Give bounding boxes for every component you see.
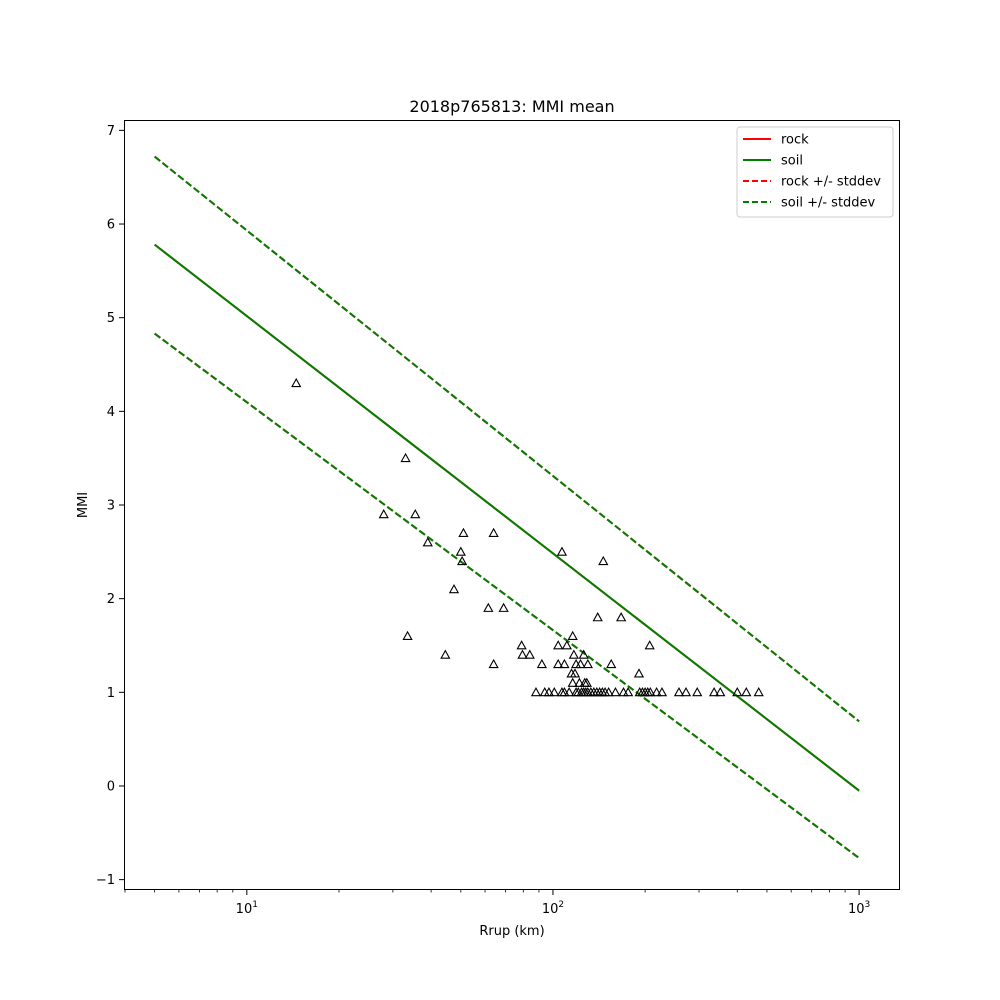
data-point-41 — [581, 677, 592, 687]
data-point-45 — [549, 686, 560, 697]
data-point-62 — [610, 686, 621, 697]
y-tick-label-7: 6 — [107, 218, 115, 233]
y-tick-label-5: 4 — [107, 405, 115, 420]
y-tick-label-3: 2 — [107, 592, 115, 607]
data-point-15 — [516, 640, 527, 650]
chart-title: 2018p765813: MMI mean — [409, 97, 614, 116]
data-point-11 — [498, 602, 509, 612]
data-point-23 — [567, 630, 578, 641]
data-point-71 — [656, 686, 668, 697]
data-point-12 — [402, 630, 413, 641]
data-point-20 — [598, 555, 609, 566]
data-point-25 — [561, 640, 572, 650]
data-point-75 — [708, 686, 720, 697]
data-point-74 — [692, 686, 703, 697]
data-point-4 — [422, 537, 433, 547]
data-point-39 — [574, 677, 585, 687]
data-point-22 — [616, 612, 627, 622]
data-point-10 — [483, 602, 494, 612]
data-point-19 — [556, 546, 568, 556]
data-point-7 — [456, 555, 468, 566]
data-point-79 — [753, 686, 764, 697]
data-point-2 — [378, 509, 389, 519]
x-tick-label-0: 101 — [236, 900, 258, 917]
data-point-29 — [553, 658, 564, 669]
data-point-32 — [575, 658, 586, 669]
data-point-36 — [569, 668, 581, 678]
data-point-37 — [633, 668, 645, 678]
data-point-6 — [455, 546, 466, 556]
series-line-1 — [154, 243, 860, 792]
data-point-38 — [567, 677, 578, 687]
data-point-18 — [536, 658, 548, 669]
data-point-21 — [592, 612, 603, 622]
series-layer — [154, 155, 860, 859]
y-tick-label-0: −1 — [96, 873, 115, 888]
legend: rock soil rock +/- stddev soil +/- stddev — [736, 126, 894, 218]
legend-label-0: rock — [781, 133, 809, 148]
data-point-70 — [651, 686, 662, 697]
data-point-73 — [680, 686, 692, 697]
series-line-4 — [154, 155, 860, 723]
legend-box — [736, 126, 894, 218]
legend-label-1: soil — [781, 154, 803, 169]
y-tick-label-8: 7 — [107, 124, 115, 139]
data-point-69 — [645, 686, 656, 697]
data-point-44 — [543, 686, 555, 697]
data-point-14 — [488, 658, 499, 669]
y-tick-label-1: 0 — [107, 779, 115, 794]
series-line-5 — [154, 332, 860, 859]
data-point-61 — [603, 686, 614, 697]
data-point-34 — [606, 658, 617, 669]
y-axis-label: MMI — [76, 492, 91, 518]
data-point-72 — [673, 686, 685, 697]
data-point-27 — [568, 649, 579, 659]
data-point-8 — [488, 527, 499, 538]
observation-points — [291, 377, 764, 697]
data-point-24 — [553, 640, 564, 650]
data-point-42 — [530, 686, 542, 697]
data-point-1 — [400, 452, 411, 463]
data-point-26 — [644, 640, 655, 650]
data-point-13 — [440, 649, 451, 659]
x-axis-label: Rrup (km) — [479, 924, 544, 939]
data-point-78 — [741, 686, 752, 697]
y-tick-label-6: 5 — [107, 311, 115, 326]
x-tick-label-1: 102 — [542, 900, 564, 917]
data-point-64 — [622, 686, 634, 697]
legend-label-3: soil +/- stddev — [781, 196, 876, 211]
data-point-48 — [564, 686, 575, 697]
y-tick-label-4: 3 — [107, 499, 115, 514]
data-point-17 — [524, 649, 535, 659]
data-point-33 — [582, 658, 593, 669]
x-tick-label-2: 103 — [848, 900, 870, 917]
data-point-76 — [715, 686, 726, 697]
data-point-9 — [448, 583, 460, 594]
data-point-0 — [291, 377, 302, 388]
data-point-3 — [410, 509, 421, 519]
data-point-16 — [517, 649, 528, 659]
legend-label-2: rock +/- stddev — [781, 175, 881, 190]
data-point-5 — [458, 527, 469, 538]
data-point-77 — [732, 686, 743, 697]
data-point-28 — [578, 649, 589, 659]
data-point-30 — [559, 658, 570, 669]
y-axis: −1 0 1 2 3 4 5 6 7 — [96, 124, 125, 888]
x-axis: 101 102 103 — [124, 889, 870, 917]
y-tick-label-2: 1 — [107, 686, 115, 701]
